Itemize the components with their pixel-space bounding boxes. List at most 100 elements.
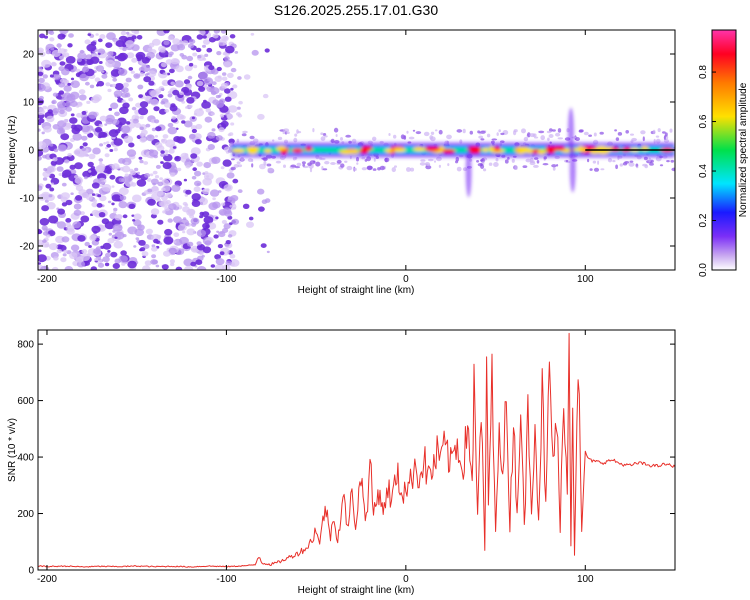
noise-blob (213, 234, 219, 239)
noise-blob (99, 161, 103, 165)
noise-blob (108, 232, 113, 236)
noise-blob (194, 170, 202, 177)
noise-blob (231, 218, 240, 225)
noise-blob (212, 33, 219, 39)
noise-blob (188, 62, 194, 67)
noise-blob (59, 109, 65, 115)
noise-blob (38, 262, 41, 265)
ridge-peak (441, 149, 456, 154)
noise-blob (119, 167, 124, 171)
noise-blob (170, 262, 175, 267)
noise-blob (65, 106, 73, 112)
noise-blob (42, 105, 48, 110)
noise-blob (91, 201, 98, 208)
noise-blob (251, 163, 254, 168)
noise-blob (49, 187, 55, 192)
spectrogram-y-label: Frequency (Hz) (7, 116, 18, 185)
noise-blob (201, 211, 210, 218)
noise-blob (236, 112, 241, 116)
noise-blob (112, 223, 123, 232)
noise-blob (204, 240, 212, 246)
noise-blob (176, 136, 186, 144)
noise-blob (302, 163, 306, 167)
noise-blob (81, 249, 88, 254)
noise-blob (286, 131, 290, 134)
noise-blob (242, 203, 250, 209)
noise-blob (94, 258, 99, 262)
noise-blob (144, 173, 151, 178)
noise-blob (73, 209, 82, 216)
noise-blob (50, 47, 55, 51)
noise-blob (179, 53, 185, 57)
noise-blob (409, 167, 415, 172)
noise-blob (112, 77, 118, 82)
noise-blob (170, 58, 180, 65)
noise-blob (163, 236, 174, 245)
noise-blob (70, 192, 74, 195)
noise-blob (150, 98, 159, 106)
noise-blob (234, 51, 239, 54)
noise-blob (655, 135, 660, 138)
x-tick-label: 100 (577, 274, 594, 285)
noise-blob (215, 135, 223, 141)
noise-blob (202, 35, 207, 39)
noise-blob (154, 175, 160, 179)
noise-blob (118, 68, 128, 76)
noise-blob (198, 244, 202, 248)
noise-blob (480, 158, 485, 163)
ridge-spike (569, 146, 576, 193)
noise-blob (202, 188, 210, 195)
noise-blob (579, 129, 584, 133)
ridge-peak (546, 149, 556, 154)
noise-blob (434, 160, 436, 163)
noise-blob (469, 130, 473, 135)
ridge-peak (537, 149, 547, 155)
noise-blob (500, 132, 505, 136)
noise-blob (111, 194, 121, 202)
noise-blob (52, 108, 60, 114)
noise-blob (199, 30, 206, 36)
noise-blob (90, 56, 100, 64)
noise-blob (47, 109, 54, 114)
noise-blob (109, 149, 114, 152)
noise-blob (105, 42, 113, 48)
noise-blob (151, 127, 156, 132)
noise-blob (636, 166, 639, 169)
ridge-peak (427, 146, 441, 151)
noise-blob (99, 115, 108, 122)
noise-blob (184, 222, 190, 227)
noise-blob (38, 118, 45, 124)
noise-blob (555, 132, 561, 137)
noise-blob (123, 135, 134, 144)
noise-blob (38, 141, 47, 150)
noise-blob (49, 37, 55, 42)
noise-blob (130, 182, 137, 187)
noise-blob (190, 153, 198, 159)
noise-blob (161, 179, 170, 186)
noise-blob (73, 149, 80, 155)
noise-blob (181, 120, 186, 124)
noise-blob (336, 159, 342, 164)
snr-frame (37, 329, 676, 571)
noise-blob (583, 131, 589, 136)
noise-blob (53, 256, 59, 261)
noise-blob (185, 189, 192, 195)
colorbar-frame (711, 29, 737, 271)
noise-blob (42, 177, 48, 181)
noise-blob (73, 124, 83, 132)
noise-blob (61, 68, 70, 76)
noise-blob (257, 188, 265, 195)
noise-blob (548, 134, 554, 138)
noise-blob (266, 250, 270, 254)
noise-blob (196, 34, 204, 40)
noise-blob (117, 117, 127, 126)
noise-blob (88, 170, 92, 173)
ridge-peak (360, 146, 373, 151)
ridge-peak (280, 149, 288, 155)
noise-blob (251, 158, 254, 163)
noise-blob (120, 125, 131, 134)
noise-blob (364, 159, 368, 162)
noise-blob (199, 202, 204, 205)
noise-blob (105, 141, 110, 144)
noise-blob (320, 136, 326, 141)
